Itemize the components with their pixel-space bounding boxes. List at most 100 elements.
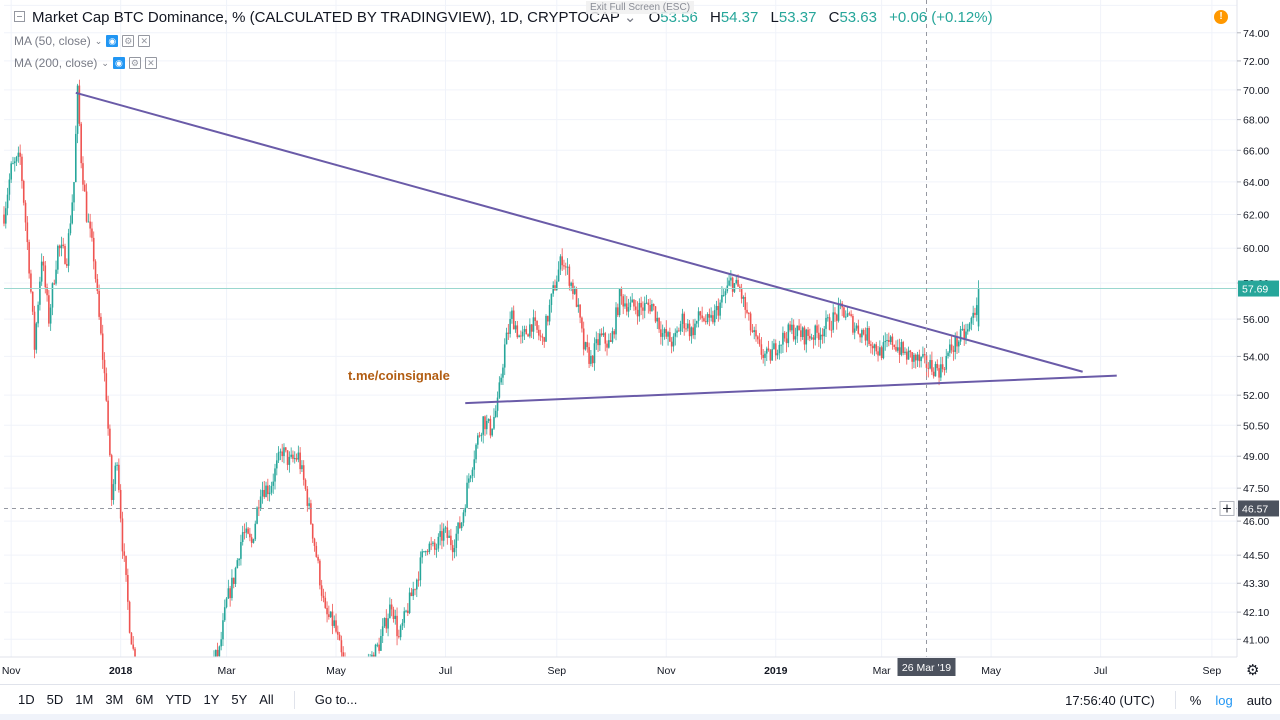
candle-body: [631, 299, 633, 303]
candle-body: [615, 307, 617, 335]
eye-icon[interactable]: ◉: [112, 57, 125, 69]
candle-body: [749, 313, 752, 331]
candle-body: [89, 221, 91, 229]
range-3m-button[interactable]: 3M: [105, 692, 124, 707]
candle-body: [742, 297, 745, 299]
candle-body: [520, 335, 522, 337]
candle-body: [564, 266, 567, 268]
auto-scale-toggle[interactable]: auto: [1246, 692, 1272, 708]
candle-body: [796, 325, 799, 337]
range-6m-button[interactable]: 6M: [135, 692, 154, 707]
range-1y-button[interactable]: 1Y: [203, 692, 220, 707]
study-ma-200[interactable]: MA (200, close) ⌄ ◉ ⚙ ✕: [14, 56, 157, 70]
study-label[interactable]: MA (50, close): [14, 34, 91, 48]
candle-body: [51, 283, 54, 308]
candle-body: [238, 558, 240, 561]
price-tick-label: 62.00: [1243, 210, 1269, 222]
collapse-legend-icon[interactable]: [14, 11, 25, 22]
candle-body: [455, 533, 458, 549]
price-chart[interactable]: 41.00 42.10 43.30 44.50 46.00 47.50 49.00 50.50…: [0, 0, 1280, 684]
trendline-descending-resistance[interactable]: [75, 91, 1083, 373]
symbol-title[interactable]: Market Cap BTC Dominance, % (CALCULATED …: [32, 9, 620, 26]
utc-clock[interactable]: 17:56:40 (UTC): [1065, 692, 1155, 708]
candle-body: [656, 317, 659, 322]
candle-body: [284, 447, 287, 451]
candle-body: [252, 539, 255, 543]
candle-body: [541, 336, 544, 338]
range-1d-button[interactable]: 1D: [18, 692, 35, 707]
candle-body: [421, 551, 423, 558]
candle-body: [78, 85, 81, 124]
candle-body: [302, 465, 305, 480]
log-scale-toggle[interactable]: log: [1215, 692, 1233, 708]
candle-body: [722, 295, 725, 297]
candle-body: [920, 356, 922, 362]
candle-body: [30, 273, 32, 292]
candle-body: [240, 541, 242, 559]
candle-body: [432, 542, 434, 544]
close-label: C: [828, 9, 840, 26]
candle-body: [49, 307, 52, 324]
study-label[interactable]: MA (200, close): [14, 56, 98, 70]
close-icon[interactable]: ✕: [138, 35, 151, 47]
candle-body: [825, 317, 827, 329]
candle-body: [879, 347, 881, 356]
candle-body: [340, 640, 343, 653]
range-all-button[interactable]: All: [259, 692, 274, 707]
candle-body: [12, 163, 14, 165]
candle-body: [460, 522, 463, 529]
candle-body: [243, 532, 246, 534]
candle-body: [617, 307, 619, 316]
candle-body: [807, 329, 809, 336]
chevron-down-icon[interactable]: ⌄: [94, 35, 103, 46]
time-tick-label: Jul: [439, 665, 452, 677]
range-1m-button[interactable]: 1M: [75, 692, 94, 707]
candle-body: [85, 191, 88, 222]
candle-body: [33, 311, 36, 350]
candle-body: [283, 447, 285, 457]
candle-body: [561, 256, 563, 266]
candle-body: [313, 538, 316, 546]
candle-body: [618, 289, 621, 316]
candle-body: [91, 228, 93, 238]
chevron-down-icon[interactable]: ⌄: [101, 57, 109, 68]
candle-body: [338, 634, 341, 641]
candle-body: [620, 289, 623, 297]
range-5d-button[interactable]: 5D: [46, 692, 64, 707]
candle-body: [652, 304, 655, 307]
candle-body: [767, 348, 770, 351]
time-tick-label: 2019: [764, 665, 788, 677]
candle-body: [74, 133, 77, 183]
trendline-ascending-support[interactable]: [465, 374, 1117, 405]
alert-icon[interactable]: !: [1214, 10, 1228, 24]
candle-body: [794, 336, 797, 340]
candle-body: [893, 345, 896, 347]
price-tick-label: 70.00: [1243, 85, 1269, 97]
candle-body: [26, 222, 29, 243]
candle-body: [245, 528, 248, 533]
range-5y-button[interactable]: 5Y: [231, 692, 248, 707]
candle-body: [724, 291, 727, 296]
candle-body: [597, 339, 599, 346]
close-icon[interactable]: ✕: [144, 57, 157, 69]
candle-body: [290, 454, 292, 457]
candle-body: [394, 615, 397, 619]
candle-body: [48, 295, 50, 324]
candle-body: [121, 518, 124, 552]
candle-body: [787, 324, 790, 344]
range-ytd-button[interactable]: YTD: [165, 692, 192, 707]
candle-body: [498, 382, 501, 398]
percent-scale-toggle[interactable]: %: [1189, 692, 1202, 708]
gear-icon[interactable]: ⚙: [122, 35, 135, 47]
study-ma-50[interactable]: MA (50, close) ⌄ ◉ ⚙ ✕: [14, 34, 151, 48]
gear-icon[interactable]: ⚙: [128, 57, 141, 69]
exit-fullscreen-hint[interactable]: Exit Full Screen (ESC): [586, 1, 695, 14]
candle-body: [557, 269, 560, 282]
eye-icon[interactable]: ◉: [106, 35, 119, 47]
crosshair-price-label: 46.57: [1242, 503, 1268, 515]
chart-settings-gear-icon[interactable]: ⚙: [1246, 662, 1260, 679]
candle-body: [798, 325, 800, 331]
watermark-text: t.me/coinsignale: [348, 368, 450, 383]
price-tick-label: 68.00: [1243, 115, 1269, 127]
goto-date-button[interactable]: Go to...: [314, 692, 358, 707]
